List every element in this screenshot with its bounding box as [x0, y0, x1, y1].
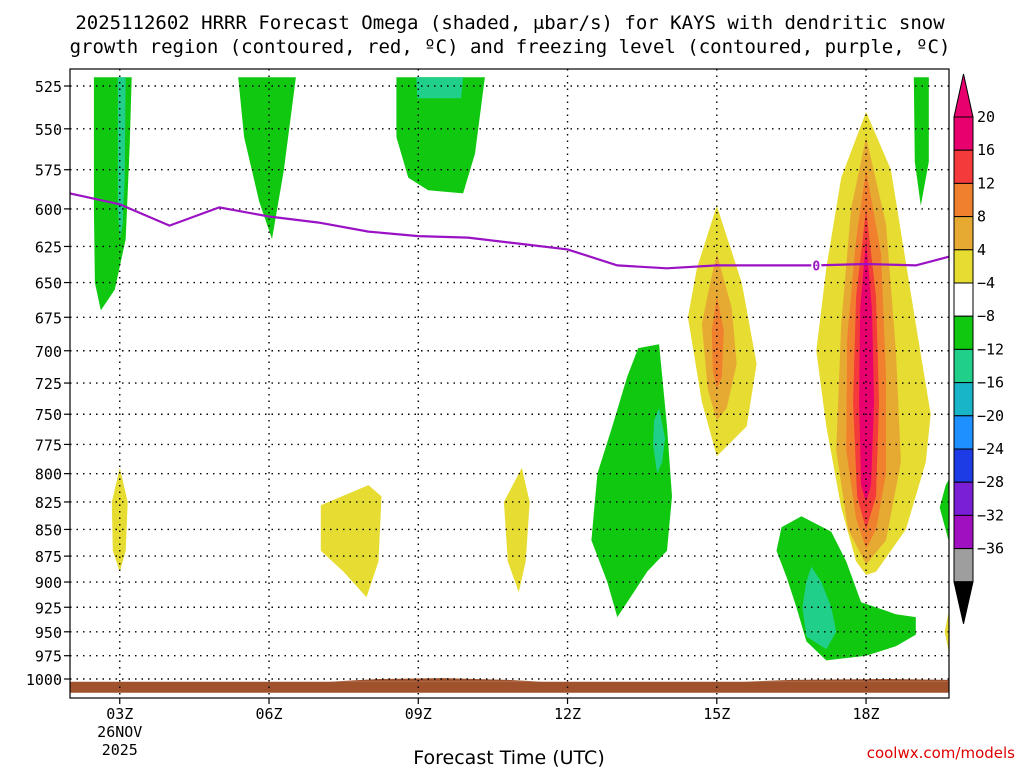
- x-tick-label: 18Z: [853, 705, 880, 723]
- x-tick-label: 06Z: [255, 705, 282, 723]
- x-tick-label: 09Z: [405, 705, 432, 723]
- colorbar-swatch: [953, 514, 974, 550]
- y-tick-label: 925: [35, 599, 62, 617]
- colorbar-bottom-arrow: [953, 581, 974, 624]
- x-axis-label: Forecast Time (UTC): [413, 747, 604, 768]
- freezing-level-label-bg: [811, 257, 822, 274]
- y-tick-label: 825: [35, 494, 62, 512]
- freezing-level-contour: 0: [69, 192, 950, 274]
- x-tick-label: 15Z: [703, 705, 730, 723]
- omega-region-20: [913, 77, 929, 206]
- y-tick-label: 575: [35, 162, 62, 180]
- x-tick-date-label: 26NOV: [97, 723, 142, 741]
- colorbar-swatch: [953, 116, 974, 151]
- ground-region-0: [70, 681, 949, 693]
- colorbar-label: −8: [977, 307, 995, 325]
- y-tick-label: 1000: [26, 671, 62, 689]
- omega-region-21: [939, 479, 949, 543]
- y-tick-label: 975: [35, 648, 62, 666]
- colorbar-label: −36: [977, 540, 1004, 558]
- colorbar-top-arrow: [953, 73, 974, 118]
- freezing-level-label: 0: [812, 259, 820, 274]
- x-tick-label: 12Z: [554, 705, 581, 723]
- y-tick-label: 800: [35, 466, 62, 484]
- omega-region-2: [238, 77, 296, 240]
- y-tick-label: 900: [35, 574, 62, 592]
- omega-region-22: [944, 610, 949, 653]
- y-tick-label: 675: [35, 309, 62, 327]
- colorbar-label: 4: [977, 241, 986, 259]
- omega-region-17: [859, 239, 874, 502]
- colorbar-label: −4: [977, 274, 995, 292]
- omega-region-1: [117, 77, 126, 240]
- colorbar-swatch: [953, 382, 974, 417]
- colorbar-label: −24: [977, 440, 1004, 458]
- colorbar-label: 8: [977, 208, 986, 226]
- omega-region-19: [802, 566, 837, 650]
- source-credit[interactable]: coolwx.com/models: [867, 744, 1015, 762]
- x-tick-year-label: 2025: [102, 741, 138, 759]
- y-tick-label: 875: [35, 548, 62, 566]
- chart-title-line-2: growth region (contoured, red, ºC) and f…: [70, 36, 951, 58]
- omega-region-3: [396, 77, 485, 194]
- colorbar-label: −16: [977, 374, 1004, 392]
- y-tick-label: 750: [35, 406, 62, 424]
- omega-region-6: [320, 485, 382, 598]
- colorbar-label: −20: [977, 407, 1004, 425]
- y-tick-label: 950: [35, 624, 62, 642]
- omega-region-9: [653, 408, 666, 474]
- omega-region-5: [111, 467, 128, 572]
- y-tick-label: 525: [35, 78, 62, 96]
- colorbar-swatch: [953, 348, 974, 384]
- y-tick-label: 775: [35, 436, 62, 454]
- y-tick-label: 600: [35, 201, 62, 219]
- colorbar-label: 12: [977, 174, 995, 192]
- chart-title-line-1: 2025112602 HRRR Forecast Omega (shaded, …: [75, 12, 945, 34]
- omega-shading: [93, 77, 949, 661]
- ground-region-2: [741, 679, 949, 682]
- grid-lines: [70, 69, 949, 698]
- colorbar: 20 16 12 8 4 −4 −8 −12 −16 −20 −24 −28 −32 −36: [953, 73, 1004, 624]
- y-tick-label: 650: [35, 275, 62, 293]
- y-tick-label: 850: [35, 521, 62, 539]
- colorbar-label: −28: [977, 473, 1004, 491]
- colorbar-label: −12: [977, 340, 1004, 358]
- colorbar-label: 16: [977, 141, 995, 159]
- colorbar-swatch: [953, 282, 974, 317]
- colorbar-swatch: [953, 448, 974, 483]
- colorbar-swatch: [953, 182, 974, 218]
- x-tick-label: 03Z: [106, 705, 133, 723]
- colorbar-swatch: [953, 415, 974, 450]
- colorbar-swatch: [953, 216, 974, 251]
- colorbar-label: 20: [977, 108, 995, 126]
- colorbar-swatch: [953, 481, 974, 516]
- y-tick-label: 625: [35, 238, 62, 256]
- colorbar-swatch: [953, 249, 974, 284]
- y-tick-label: 550: [35, 121, 62, 139]
- y-tick-label: 700: [35, 343, 62, 361]
- omega-region-8: [591, 344, 672, 618]
- omega-region-4: [416, 77, 464, 99]
- omega-region-7: [503, 467, 530, 593]
- y-axis: 525 550 575 600 625 650 675 700 725 750 775 800 825 8…: [26, 78, 70, 689]
- colorbar-label: −32: [977, 506, 1004, 524]
- omega-region-12: [711, 296, 724, 390]
- y-tick-label: 725: [35, 375, 62, 393]
- colorbar-swatch: [953, 548, 974, 583]
- colorbar-swatch: [953, 315, 974, 350]
- colorbar-swatch: [953, 149, 974, 184]
